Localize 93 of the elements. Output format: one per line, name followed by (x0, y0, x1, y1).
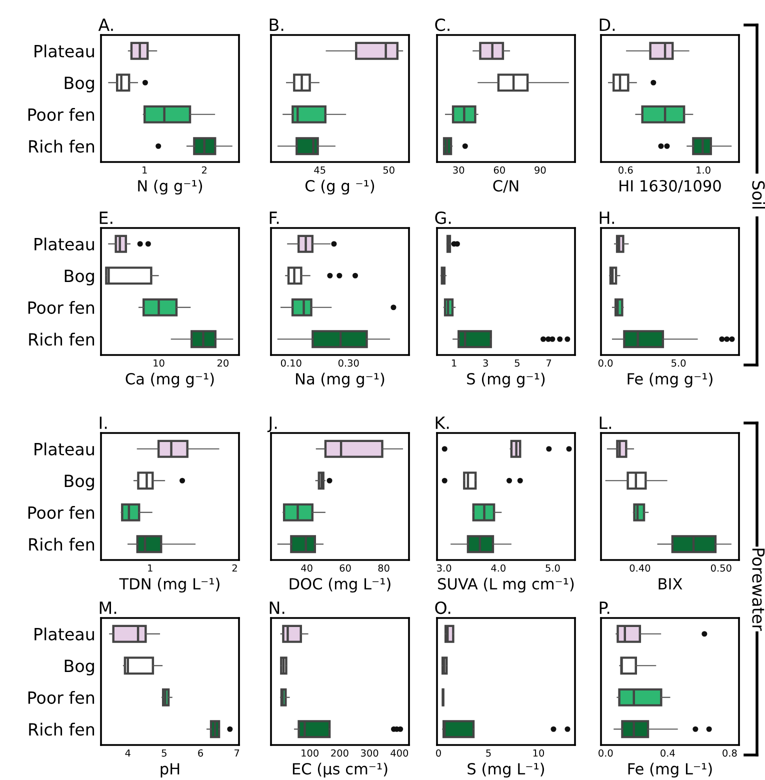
x-tick-label: 5 (514, 359, 520, 367)
x-tick-label: 60 (340, 564, 351, 572)
x-tick-label: 0.40 (630, 564, 650, 572)
x-tick-label: 0.4 (660, 749, 675, 757)
y-tick-label: Plateau (34, 238, 94, 250)
chart-title: P. (600, 602, 610, 614)
x-tick-label: 0.0 (598, 359, 613, 367)
chart-title: E. (100, 212, 112, 224)
y-tick-label: Plateau (34, 628, 94, 640)
x-axis-title: DOC (mg L⁻¹) (290, 578, 390, 593)
x-tick-label: 1 (452, 359, 456, 367)
x-axis-title: Na (mg g⁻¹) (296, 372, 384, 388)
x-tick-label: 3.0 (437, 564, 452, 572)
chart-title: K. (436, 416, 449, 429)
x-tick-label: 3 (483, 359, 488, 367)
text: Soil (752, 181, 765, 208)
x-tick-label: 0.6 (618, 166, 633, 174)
x-tick-label: 20 (217, 359, 228, 367)
x-tick-label: 60 (494, 166, 505, 174)
x-tick-label: 0.8 (722, 749, 737, 757)
x-tick-label: 50 (383, 166, 394, 174)
x-axis-title: Fe (mg g⁻¹) (628, 372, 712, 388)
x-tick-label: 4.0 (491, 564, 506, 572)
x-tick-label: 5 (486, 749, 491, 757)
x-axis-title: S (mg g⁻¹) (467, 372, 545, 388)
y-tick-label: Plateau (34, 44, 94, 58)
x-tick-label: 1 (148, 564, 152, 572)
x-tick-label: 7 (234, 749, 240, 757)
y-tick-label: Poor fen (28, 301, 94, 314)
x-tick-label: 80 (378, 564, 390, 572)
x-axis-title: S (mg L⁻¹) (468, 762, 544, 778)
x-axis-title: Ca (mg g⁻¹) (126, 372, 214, 388)
text: Porewater (752, 548, 765, 631)
x-axis-title: Fe (mg L⁻¹) (628, 762, 712, 778)
x-tick-label: 45 (314, 166, 326, 174)
y-tick-label: Bog (64, 660, 94, 676)
x-tick-label: 100 (302, 749, 318, 757)
x-tick-label: 10 (154, 359, 164, 367)
x-axis-title: TDN (mg L⁻¹) (119, 578, 220, 593)
y-tick-label: Bog (64, 270, 94, 286)
chart-title: I. (100, 416, 107, 429)
x-tick-label: 0.30 (338, 359, 359, 367)
x-tick-label: 1 (142, 166, 147, 174)
y-tick-label: Bog (64, 76, 94, 92)
y-tick-label: Rich fen (29, 332, 94, 346)
x-axis-title: SUVA (L mg cm⁻¹) (438, 578, 574, 593)
x-tick-label: 7 (546, 359, 552, 367)
x-tick-label: 0.50 (710, 564, 732, 572)
chart-title: A. (98, 18, 113, 31)
y-tick-label: Rich fen (29, 538, 94, 551)
y-tick-label: Poor fen (28, 691, 94, 704)
x-tick-label: 40 (301, 564, 312, 572)
x-tick-label: 0 (436, 749, 441, 757)
y-tick-label: Poor fen (28, 506, 94, 519)
y-tick-label: Rich fen (29, 722, 94, 736)
chart-title: D. (600, 18, 615, 31)
x-tick-label: 2 (232, 564, 237, 572)
x-tick-label: 2 (202, 166, 206, 174)
chart-title: J. (267, 416, 277, 432)
x-tick-label: 6 (198, 749, 203, 757)
x-axis-title: EC (µs cm⁻¹) (292, 762, 388, 778)
x-axis-title: N (g g⁻¹) (138, 180, 202, 195)
chart-title: M. (100, 602, 116, 614)
x-tick-label: 400 (390, 749, 408, 757)
x-axis-title: C (g g ⁻¹) (305, 180, 374, 195)
x-tick-label: 1.0 (696, 166, 710, 174)
x-tick-label: 4 (125, 749, 130, 757)
chart-title: C. (435, 18, 450, 32)
x-tick-label: 90 (534, 166, 546, 174)
chart-title: N. (270, 602, 284, 614)
chart-title: F. (270, 212, 279, 224)
x-tick-label: 5.0 (672, 359, 686, 367)
y-tick-label: Poor fen (28, 108, 94, 121)
chart-title: L. (600, 416, 612, 429)
x-tick-label: 30 (453, 166, 464, 174)
x-tick-label: 0.0 (598, 749, 613, 757)
x-axis-title: C/N (493, 180, 518, 193)
y-tick-label: Plateau (34, 442, 94, 456)
x-axis-title: HI 1630/1090 (620, 180, 721, 193)
chart-title: O. (435, 601, 450, 614)
y-tick-label: Bog (64, 474, 94, 490)
x-tick-label: 200 (331, 749, 348, 757)
x-tick-label: 10 (533, 749, 544, 757)
x-tick-label: 5 (162, 749, 166, 757)
x-axis-title: pH (160, 763, 180, 778)
y-tick-label: Rich fen (29, 140, 94, 153)
x-tick-label: 300 (361, 749, 378, 757)
x-tick-label: 5.0 (546, 564, 560, 572)
x-tick-label: 0.10 (280, 359, 302, 367)
chart-title: G. (435, 211, 451, 224)
chart-title: H. (600, 212, 614, 224)
chart-title: B. (270, 18, 284, 31)
x-axis-title: BIX (658, 578, 682, 590)
